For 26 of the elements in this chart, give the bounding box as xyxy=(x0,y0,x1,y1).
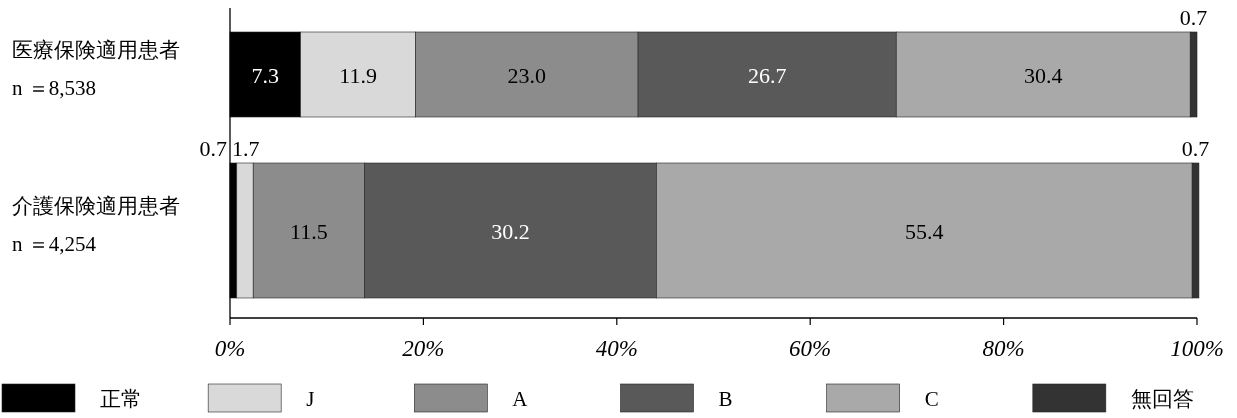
x-tick-label: 0% xyxy=(214,336,246,361)
legend-label: B xyxy=(718,387,733,411)
data-label: 30.4 xyxy=(1024,62,1063,88)
data-label: 11.9 xyxy=(339,62,377,88)
x-tick-label: 100% xyxy=(1170,336,1224,361)
x-tick-label: 60% xyxy=(789,336,832,361)
data-label: 1.7 xyxy=(232,136,260,161)
legend-label: J xyxy=(306,387,315,411)
data-label: 0.7 xyxy=(1179,5,1208,30)
data-label: 55.4 xyxy=(905,218,944,244)
legend-label: C xyxy=(924,387,939,411)
data-label: 26.7 xyxy=(747,62,787,88)
data-label: 0.7 xyxy=(199,136,227,161)
x-tick-label: 80% xyxy=(982,336,1025,361)
y-tick-label: 医療保険適用患者 n ＝8,538 xyxy=(12,37,180,100)
x-tick-label: 20% xyxy=(402,336,445,361)
data-label: 7.3 xyxy=(251,62,280,88)
data-label: 0.7 xyxy=(1181,136,1210,161)
legend-label: 正常 xyxy=(100,387,142,411)
y-tick-label: 介護保険適用患者 n ＝4,254 xyxy=(12,193,180,256)
data-label: 11.5 xyxy=(289,218,328,244)
x-tick-label: 40% xyxy=(595,336,638,361)
data-label: 30.2 xyxy=(491,218,530,244)
legend-label: A xyxy=(512,387,529,411)
legend-label: 無回答 xyxy=(1130,387,1194,411)
data-label: 23.0 xyxy=(507,62,547,88)
